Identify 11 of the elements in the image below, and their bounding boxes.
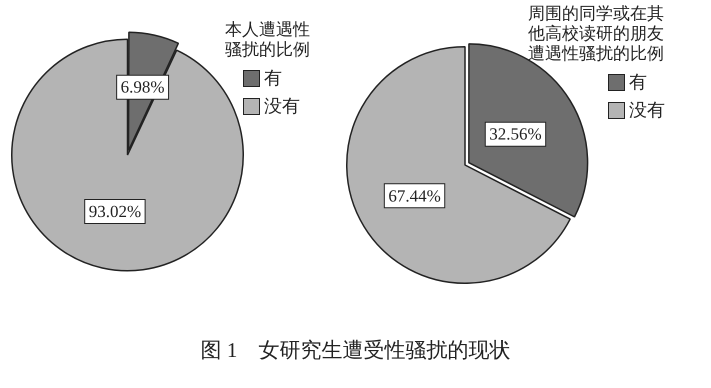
legend-title: 本人遭遇性骚扰的比例 bbox=[225, 20, 311, 60]
data-label: 93.02% bbox=[88, 202, 142, 221]
data-label: 67.44% bbox=[388, 186, 441, 206]
caption: 图 1 女研究生遭受性骚扰的现状 bbox=[200, 337, 512, 364]
legend-label: 没有 bbox=[629, 100, 665, 120]
legend-title: 周围的同学或在其他高校读研的朋友遭遇性骚扰的比例 bbox=[528, 4, 665, 64]
legend-label: 没有 bbox=[264, 96, 300, 116]
data-label: 32.56% bbox=[489, 124, 542, 144]
legend-label: 有 bbox=[264, 68, 282, 88]
legend-label: 有 bbox=[629, 72, 647, 92]
data-label: 6.98% bbox=[120, 78, 165, 97]
